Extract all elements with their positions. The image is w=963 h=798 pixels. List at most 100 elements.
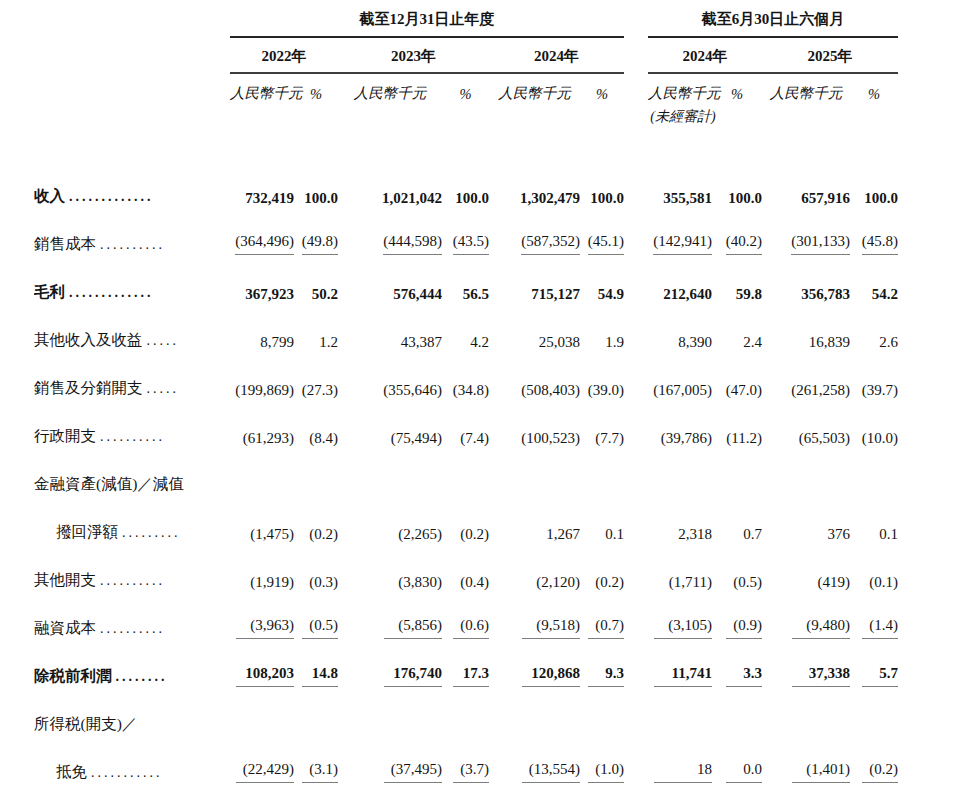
value-text: 355,581 (654, 190, 712, 207)
value-text: 2.6 (862, 334, 898, 351)
value-text: 18 (654, 761, 712, 783)
value-cell: 17.3 (442, 648, 489, 696)
value-text: (3,963) (236, 617, 294, 639)
value-cell: (3.1) (294, 744, 338, 792)
value-cell: (3,830) (338, 552, 442, 600)
value-cell: 212,640 (648, 264, 712, 312)
group-gap (624, 504, 648, 552)
value-text: 59.8 (726, 286, 762, 303)
value-text: (0.2) (862, 761, 898, 783)
unit-label: 人民幣千元 (230, 73, 294, 103)
value-cell: (39.7) (850, 360, 898, 408)
value-cell: (0.3) (294, 552, 338, 600)
value-cell (442, 696, 489, 744)
value-text: (3.1) (302, 761, 338, 783)
value-text: (43.5) (453, 233, 489, 255)
value-cell: 576,444 (338, 264, 442, 312)
table-row: 除税前利潤 ........108,20314.8176,74017.3120,… (34, 648, 898, 696)
value-cell: (0.1) (850, 552, 898, 600)
value-text: (0.4) (453, 574, 489, 591)
value-text: (45.1) (588, 233, 624, 255)
row-label: 其他開支 .......... (34, 552, 230, 600)
value-text: 54.9 (588, 286, 624, 303)
value-cell: 108,203 (230, 648, 294, 696)
value-text: 108,203 (236, 665, 294, 687)
value-text: (142,941) (653, 233, 712, 255)
value-cell: (3.7) (442, 744, 489, 792)
unit-label: 人民幣千元 (489, 73, 580, 103)
value-cell: (100,523) (489, 408, 580, 456)
value-cell (294, 456, 338, 504)
value-cell: (261,258) (762, 360, 850, 408)
row-label: 收入 ............. (34, 168, 230, 216)
dot-leader: .......... (100, 237, 165, 252)
value-text: 3.3 (726, 665, 762, 687)
value-cell (442, 456, 489, 504)
value-text: (364,496) (235, 233, 294, 255)
value-text: 100.0 (302, 190, 338, 207)
value-text: (1.0) (588, 761, 624, 783)
value-cell: 107,314 (489, 792, 580, 798)
value-cell: 1.9 (580, 312, 624, 360)
value-cell: 5.5 (850, 792, 898, 798)
value-cell: 25,038 (489, 312, 580, 360)
value-text: (587,352) (521, 233, 580, 255)
group-gap (624, 312, 648, 360)
value-text: (0.3) (302, 574, 338, 591)
value-cell: (0.2) (442, 504, 489, 552)
value-cell: 5.7 (850, 648, 898, 696)
unit-label: 人民幣千元 (648, 73, 712, 103)
value-text: 120,868 (522, 665, 580, 687)
value-cell: 54.9 (580, 264, 624, 312)
row-label: 銷售及分銷開支 ..... (34, 360, 230, 408)
value-cell: 2,318 (648, 504, 712, 552)
header-body-spacer (34, 126, 898, 168)
value-text: 2,318 (654, 526, 712, 543)
value-cell: 11,741 (648, 648, 712, 696)
value-text: (1,401) (792, 761, 850, 783)
value-text: (1.4) (862, 617, 898, 639)
value-cell: (45.1) (580, 216, 624, 264)
value-text: (3,105) (654, 617, 712, 639)
value-cell: (3,963) (230, 600, 294, 648)
value-text: 100.0 (726, 190, 762, 207)
value-text: (3.7) (453, 761, 489, 783)
value-cell: (27.3) (294, 360, 338, 408)
period-group-row: 截至12月31日止年度 截至6月30日止六個月 (34, 10, 898, 37)
row-label: 所得税(開支)／ (34, 696, 230, 744)
value-cell: 4.2 (442, 312, 489, 360)
value-text: (37,495) (384, 761, 442, 783)
group-gap (624, 696, 648, 744)
value-text: (9,480) (792, 617, 850, 639)
value-cell: 2.4 (712, 312, 762, 360)
value-text: 732,419 (236, 190, 294, 207)
value-cell: 11,759 (648, 792, 712, 798)
value-text: 56.5 (453, 286, 489, 303)
value-cell: (61,293) (230, 408, 294, 456)
table-row: 所得税(開支)／ (34, 696, 898, 744)
value-cell: 657,916 (762, 168, 850, 216)
value-cell: 18 (648, 744, 712, 792)
value-cell (580, 456, 624, 504)
header-spacer (34, 10, 230, 37)
value-cell: 43,387 (338, 312, 442, 360)
value-cell: 59.8 (712, 264, 762, 312)
value-cell: (0.6) (442, 600, 489, 648)
value-cell (712, 696, 762, 744)
value-cell (230, 456, 294, 504)
unit-label: 人民幣千元 (338, 73, 442, 103)
value-text: (11.2) (726, 430, 762, 447)
value-cell: 715,127 (489, 264, 580, 312)
value-text: (199,869) (235, 382, 294, 399)
row-label: 毛利 ............. (34, 264, 230, 312)
value-text: (40.2) (726, 233, 762, 255)
row-label: 金融資產(減值)／減值 (34, 456, 230, 504)
value-text: 11,741 (654, 665, 712, 687)
group-title-annual: 截至12月31日止年度 (230, 10, 624, 37)
table-row: 年／期內利潤 ......85,77411.7139,24513.6107,31… (34, 792, 898, 798)
group-gap (624, 552, 648, 600)
value-text: (167,005) (653, 382, 712, 399)
value-cell: 8,799 (230, 312, 294, 360)
value-cell: 14.8 (294, 648, 338, 696)
group-gap (624, 73, 648, 103)
